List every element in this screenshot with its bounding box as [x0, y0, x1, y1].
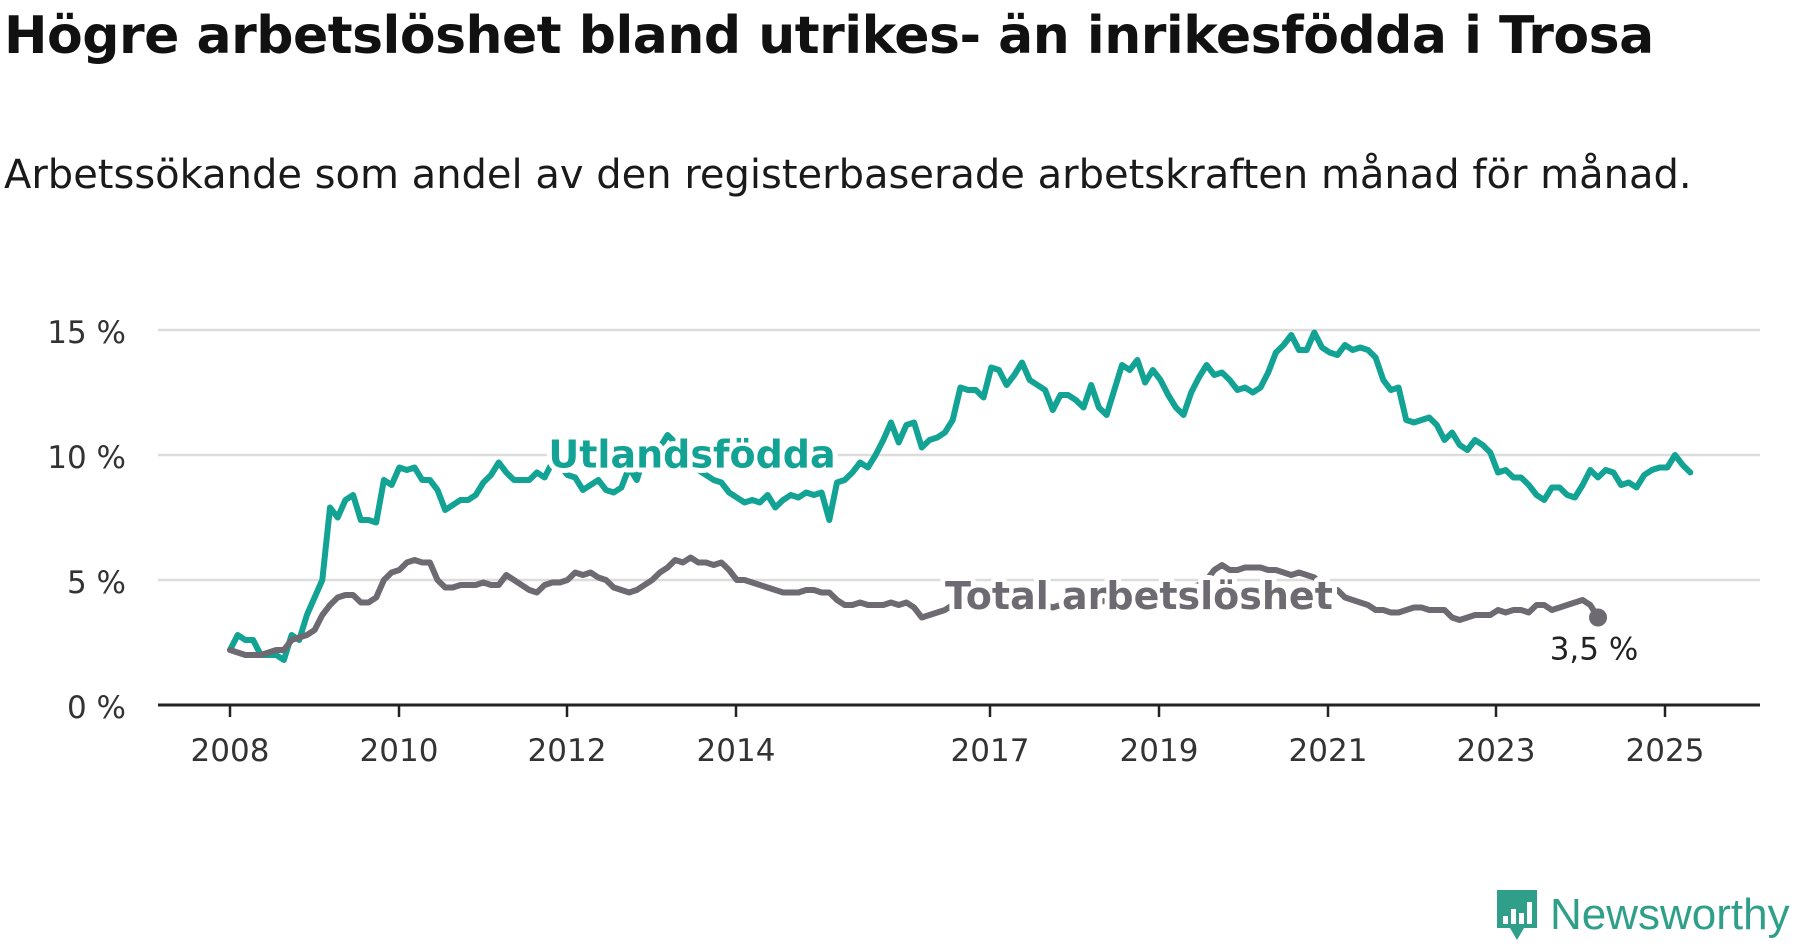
page-title: Högre arbetslöshet bland utrikes- än inr…: [4, 6, 1654, 66]
series-line-total: [227, 554, 1601, 658]
x-axis: 2008 2010 2012 2014 2017 2019 2021 2023 2025: [158, 703, 1760, 769]
x-tick-label: 2008: [191, 733, 270, 769]
series-line-utlandsfodda: [227, 329, 1694, 663]
x-tick-label: 2010: [360, 733, 439, 769]
newsworthy-brand: Newsworthy: [1494, 888, 1790, 942]
newsworthy-logo-icon: [1497, 890, 1537, 940]
end-value-label: 3,5 %: [1550, 632, 1639, 668]
y-axis-tick-labels: 0 % 5 % 10 % 15 %: [47, 315, 126, 726]
end-point-marker: [1589, 608, 1608, 627]
x-tick-label: 2017: [951, 733, 1030, 769]
brand-name: Newsworthy: [1550, 890, 1790, 939]
y-tick-label: 0 %: [67, 690, 126, 726]
y-tick-label: 10 %: [47, 440, 126, 476]
series-lines: [227, 329, 1694, 663]
x-tick-label: 2023: [1457, 733, 1536, 769]
y-tick-label: 15 %: [47, 315, 126, 351]
x-tick-label: 2025: [1626, 733, 1705, 769]
y-tick-label: 5 %: [67, 565, 126, 601]
x-tick-label: 2019: [1120, 733, 1199, 769]
series-label: Total arbetslöshet: [945, 574, 1333, 618]
gridlines: [158, 328, 1760, 582]
page-subtitle: Arbetssökande som andel av den registerb…: [4, 152, 1692, 198]
series-label: Utlandsfödda: [548, 433, 835, 477]
series-labels: Utlandsfödda Total arbetslöshet 3,5 %: [543, 428, 1639, 668]
x-tick-label: 2021: [1289, 733, 1368, 769]
x-tick-label: 2014: [697, 733, 776, 769]
x-tick-label: 2012: [528, 733, 607, 769]
